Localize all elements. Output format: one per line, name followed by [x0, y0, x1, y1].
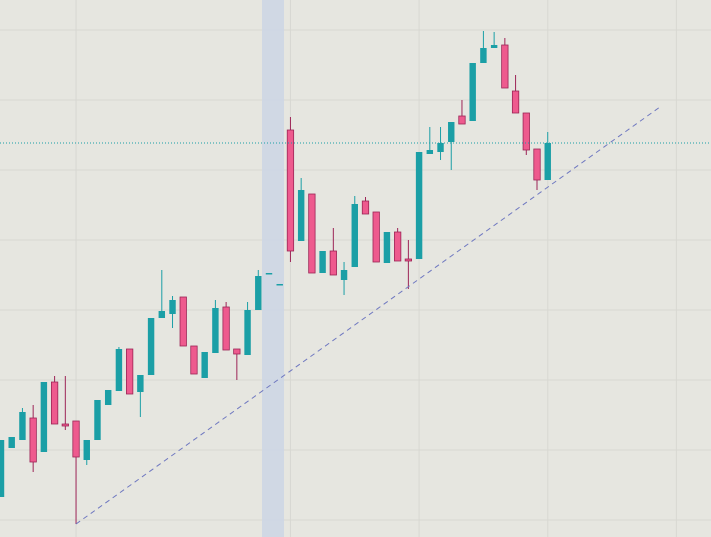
candle-body	[319, 251, 326, 273]
candle-body	[244, 310, 251, 355]
candle-body	[50, 381, 59, 425]
candle-body	[480, 48, 487, 63]
candle-body	[533, 148, 541, 181]
candle-body	[29, 417, 37, 463]
candle-body	[19, 412, 26, 440]
candle-body	[469, 63, 476, 121]
candle-body	[383, 232, 391, 263]
candle-body	[501, 44, 509, 89]
candle-body	[179, 296, 187, 347]
candle-body	[361, 200, 370, 215]
trend-line	[75, 105, 662, 525]
candle-body	[137, 375, 144, 392]
candle-body	[147, 318, 155, 375]
candle-body	[115, 349, 123, 391]
candle-body	[394, 231, 402, 262]
candle-body	[426, 150, 434, 154]
candle-body	[201, 352, 208, 378]
candle-body	[255, 276, 262, 310]
candle-body	[190, 345, 198, 375]
candle-body	[404, 258, 412, 262]
candle-body	[94, 400, 101, 440]
candle-body	[61, 423, 69, 427]
candle-body	[72, 420, 80, 458]
candle-body	[415, 152, 423, 259]
candle-body	[372, 211, 380, 263]
candle-body	[126, 348, 134, 395]
candle-body	[276, 284, 283, 286]
candle-body	[329, 250, 337, 276]
candle-body	[308, 193, 316, 274]
candle-body	[104, 390, 112, 405]
candle-body	[286, 129, 295, 252]
candle-body	[265, 273, 273, 275]
candle-body	[448, 122, 455, 142]
candle-body	[222, 306, 230, 351]
candle-body	[233, 348, 241, 355]
candle-body	[40, 382, 48, 452]
candle-body	[169, 300, 176, 314]
candle-body	[340, 270, 348, 280]
candle-body	[158, 311, 166, 318]
candle-body	[511, 90, 520, 114]
candle-body	[8, 437, 15, 448]
candle-body	[0, 440, 5, 497]
candle-body	[522, 112, 530, 151]
candle-body	[437, 143, 444, 152]
candle-body	[83, 440, 90, 460]
candle-body	[212, 308, 219, 353]
candle-body	[458, 115, 466, 125]
highlight-band	[262, 0, 285, 537]
candle-body	[544, 143, 551, 180]
candle-body	[490, 45, 498, 48]
candle-body	[351, 204, 358, 267]
candle-body	[297, 190, 305, 241]
